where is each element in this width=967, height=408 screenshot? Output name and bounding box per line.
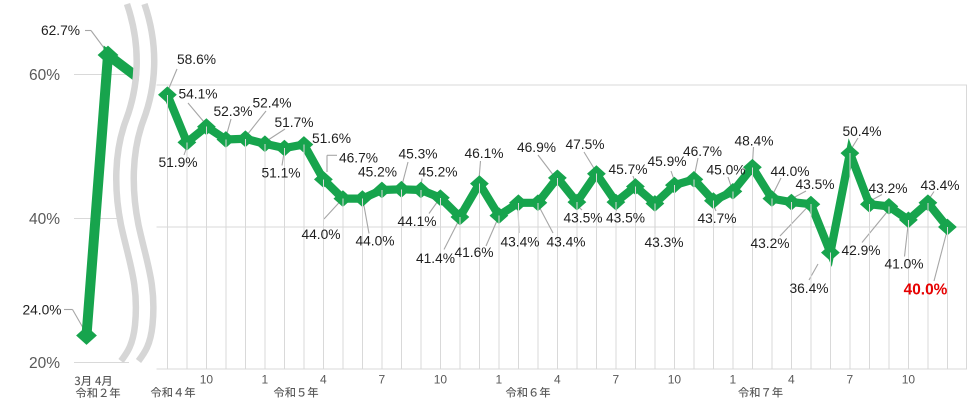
svg-text:43.5%: 43.5% <box>563 210 602 225</box>
svg-text:36.4%: 36.4% <box>789 281 828 296</box>
svg-text:46.1%: 46.1% <box>464 146 503 161</box>
svg-text:47.5%: 47.5% <box>565 137 604 152</box>
svg-text:43.4%: 43.4% <box>500 234 539 249</box>
svg-text:52.3%: 52.3% <box>213 104 252 119</box>
svg-text:48.4%: 48.4% <box>734 133 773 148</box>
svg-text:10: 10 <box>902 372 916 386</box>
svg-text:43.7%: 43.7% <box>697 211 736 226</box>
svg-text:51.9%: 51.9% <box>158 155 197 170</box>
svg-text:43.4%: 43.4% <box>546 234 585 249</box>
svg-text:4: 4 <box>554 372 561 386</box>
svg-text:50.4%: 50.4% <box>842 124 881 139</box>
svg-text:24.0%: 24.0% <box>22 302 61 317</box>
svg-text:45.9%: 45.9% <box>647 154 686 169</box>
svg-text:10: 10 <box>668 372 682 386</box>
svg-text:45.2%: 45.2% <box>358 164 397 179</box>
svg-text:60%: 60% <box>29 67 60 84</box>
svg-text:42.9%: 42.9% <box>841 243 880 258</box>
svg-text:1: 1 <box>730 372 737 386</box>
svg-text:46.7%: 46.7% <box>683 144 722 159</box>
svg-text:44.0%: 44.0% <box>770 164 809 179</box>
svg-text:45.2%: 45.2% <box>418 164 457 179</box>
svg-text:46.7%: 46.7% <box>339 150 378 165</box>
svg-text:58.6%: 58.6% <box>177 52 216 67</box>
svg-text:43.5%: 43.5% <box>795 177 834 192</box>
svg-text:7: 7 <box>613 372 620 386</box>
svg-text:52.4%: 52.4% <box>252 95 291 110</box>
svg-text:41.0%: 41.0% <box>884 256 923 271</box>
svg-text:1: 1 <box>496 372 503 386</box>
svg-text:7: 7 <box>379 372 386 386</box>
svg-text:43.2%: 43.2% <box>868 181 907 196</box>
svg-text:1: 1 <box>262 372 269 386</box>
svg-text:51.6%: 51.6% <box>312 131 351 146</box>
svg-text:44.0%: 44.0% <box>301 227 340 242</box>
svg-text:40.0%: 40.0% <box>904 281 948 298</box>
svg-text:45.3%: 45.3% <box>398 146 437 161</box>
svg-text:40%: 40% <box>29 211 60 228</box>
svg-text:10: 10 <box>200 372 214 386</box>
svg-text:4: 4 <box>788 372 795 386</box>
svg-text:41.6%: 41.6% <box>454 245 493 260</box>
svg-text:43.3%: 43.3% <box>644 235 683 250</box>
svg-text:10: 10 <box>434 372 448 386</box>
svg-text:4: 4 <box>320 372 327 386</box>
svg-text:45.7%: 45.7% <box>608 162 647 177</box>
svg-text:44.0%: 44.0% <box>355 233 394 248</box>
svg-text:44.1%: 44.1% <box>397 214 436 229</box>
svg-text:20%: 20% <box>29 355 60 372</box>
svg-text:43.4%: 43.4% <box>920 178 959 193</box>
svg-text:7: 7 <box>847 372 854 386</box>
svg-text:41.4%: 41.4% <box>416 251 455 266</box>
svg-text:45.0%: 45.0% <box>706 162 745 177</box>
svg-text:51.7%: 51.7% <box>274 115 313 130</box>
svg-text:62.7%: 62.7% <box>41 23 80 38</box>
svg-text:43.5%: 43.5% <box>606 210 645 225</box>
svg-text:51.1%: 51.1% <box>261 165 300 180</box>
svg-text:46.9%: 46.9% <box>517 140 556 155</box>
svg-text:54.1%: 54.1% <box>178 87 217 102</box>
svg-text:43.2%: 43.2% <box>750 236 789 251</box>
